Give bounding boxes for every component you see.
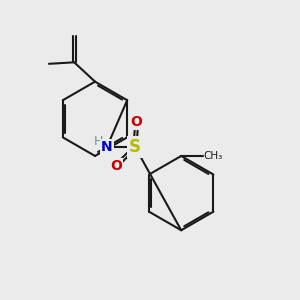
Text: S: S xyxy=(129,138,141,156)
Text: O: O xyxy=(131,115,142,129)
Text: N: N xyxy=(101,140,113,154)
Text: CH₃: CH₃ xyxy=(204,151,223,161)
Text: O: O xyxy=(110,159,122,173)
Text: H: H xyxy=(93,135,103,148)
